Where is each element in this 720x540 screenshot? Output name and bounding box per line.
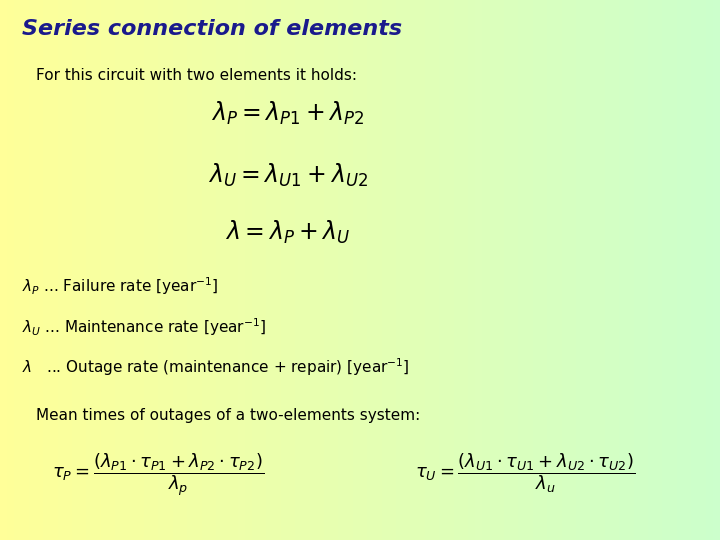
Text: Series connection of elements: Series connection of elements <box>22 19 402 39</box>
Text: $\lambda_U$ ... Maintenance rate [year$^{-1}$]: $\lambda_U$ ... Maintenance rate [year$^… <box>22 316 266 338</box>
Text: $\lambda = \lambda_P + \lambda_U$: $\lambda = \lambda_P + \lambda_U$ <box>225 219 351 246</box>
Text: $\tau_P = \dfrac{\left(\lambda_{P1} \cdot \tau_{P1} + \lambda_{P2} \cdot \tau_{P: $\tau_P = \dfrac{\left(\lambda_{P1} \cdo… <box>53 451 264 498</box>
Text: Mean times of outages of a two-elements system:: Mean times of outages of a two-elements … <box>36 408 420 423</box>
Text: For this circuit with two elements it holds:: For this circuit with two elements it ho… <box>36 68 357 83</box>
Text: $\lambda_U = \lambda_{U1} + \lambda_{U2}$: $\lambda_U = \lambda_{U1} + \lambda_{U2}… <box>208 162 368 189</box>
Text: $\lambda_P = \lambda_{P1} + \lambda_{P2}$: $\lambda_P = \lambda_{P1} + \lambda_{P2}… <box>211 100 365 127</box>
Text: $\lambda_P$ ... Failure rate [year$^{-1}$]: $\lambda_P$ ... Failure rate [year$^{-1}… <box>22 275 218 297</box>
Text: $\lambda$   ... Outage rate (maintenance + repair) [year$^{-1}$]: $\lambda$ ... Outage rate (maintenance +… <box>22 356 409 378</box>
Text: $\tau_U = \dfrac{\left(\lambda_{U1} \cdot \tau_{U1} + \lambda_{U2} \cdot \tau_{U: $\tau_U = \dfrac{\left(\lambda_{U1} \cdo… <box>415 451 636 495</box>
